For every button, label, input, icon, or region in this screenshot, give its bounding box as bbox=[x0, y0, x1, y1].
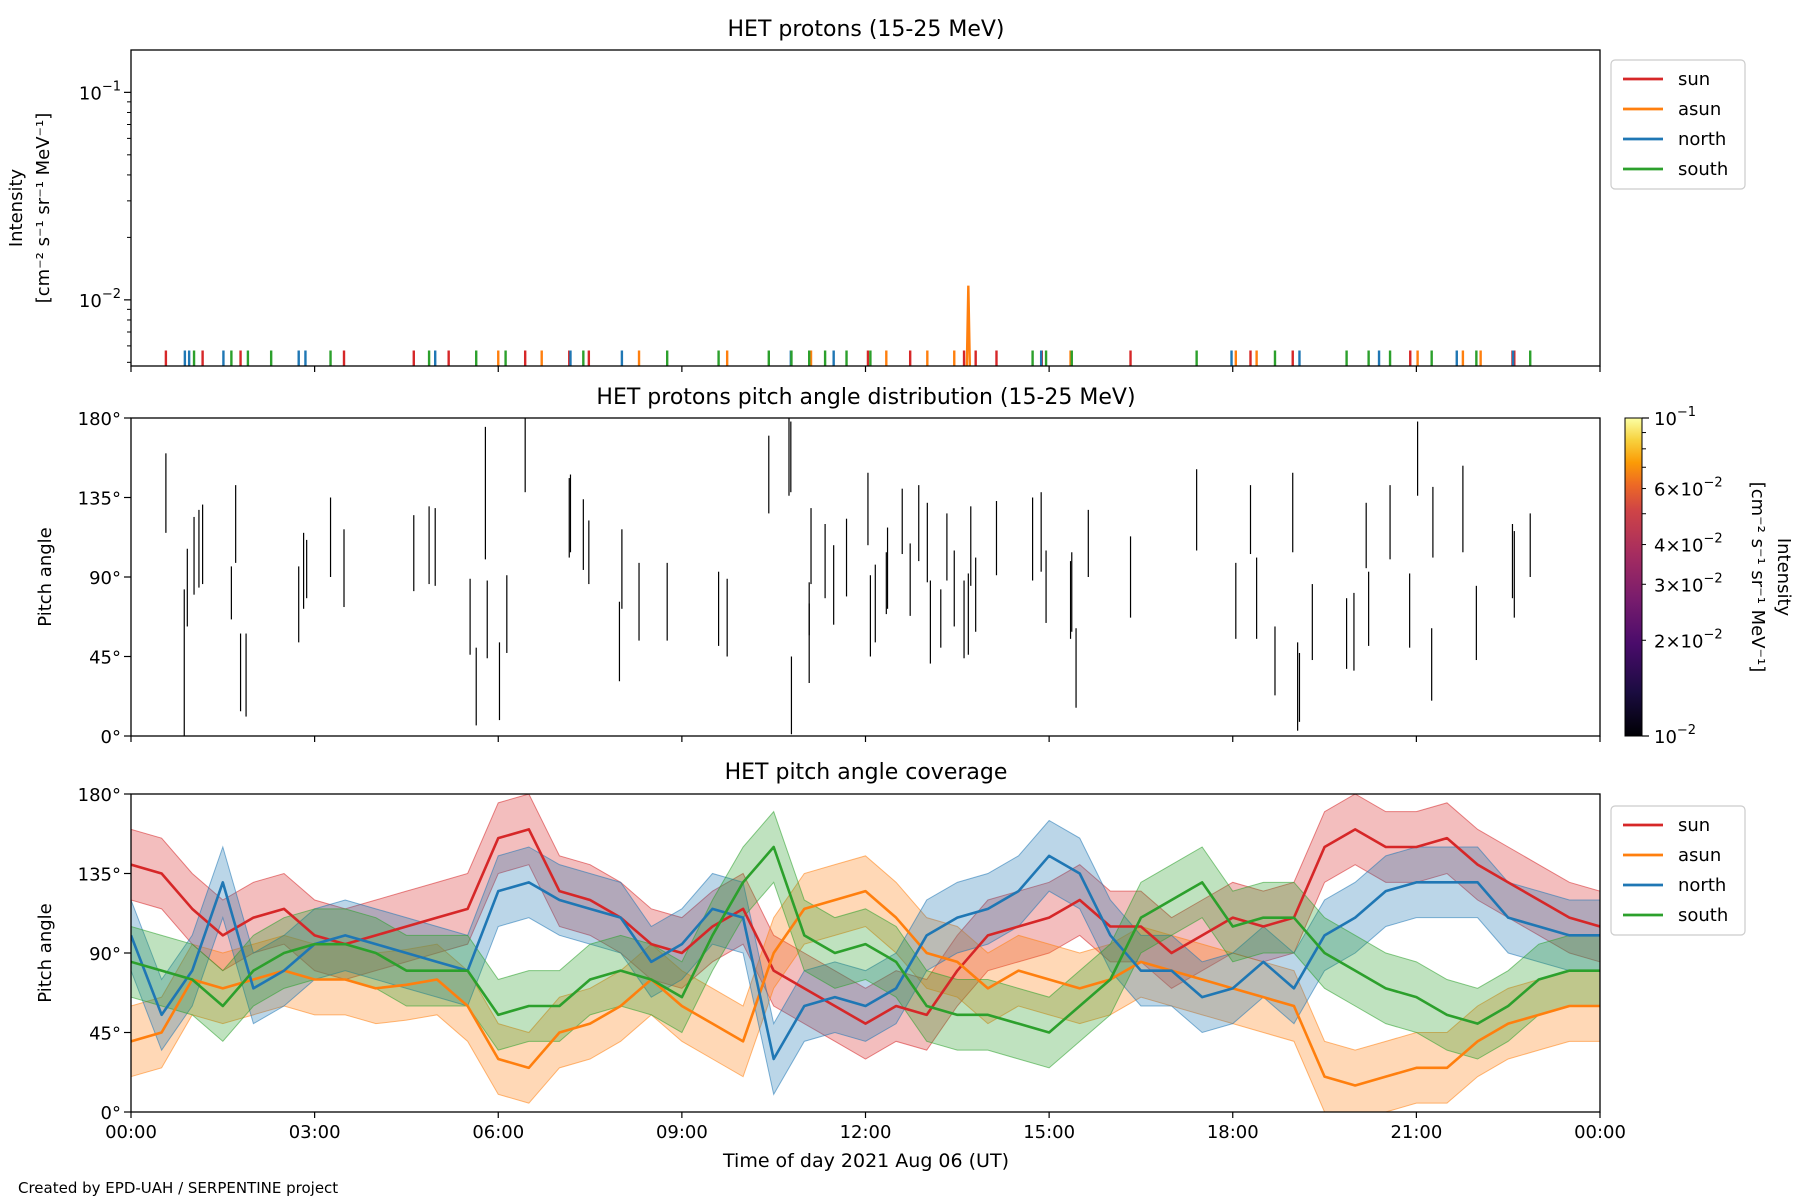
intensity-panel-marks bbox=[164, 285, 1532, 367]
intensity-y-label-line2: [cm⁻² s⁻¹ sr⁻¹ MeV⁻¹] bbox=[33, 113, 54, 304]
coverage-x-ticks: 00:00 03:00 06:00 09:00 12:00 15:00 18:00 21:00… bbox=[105, 1112, 1626, 1143]
north-legend-label: north bbox=[1678, 129, 1726, 150]
asun-legend-label: asun bbox=[1678, 99, 1721, 120]
coverage-legend: sun asun north south bbox=[1610, 805, 1746, 936]
south-legend-label: south bbox=[1678, 905, 1728, 926]
north-coverage-band bbox=[131, 819, 1600, 1096]
colorbar-tick-label: 10−1 bbox=[1654, 405, 1696, 430]
intensity-panel-frame bbox=[130, 49, 1601, 367]
colorbar-tick-label: 4×10−2 bbox=[1654, 532, 1723, 557]
pad-panel-frame bbox=[130, 417, 1601, 737]
colorbar-label-line1: Intensity bbox=[1773, 538, 1794, 617]
pad-y-tick-label: 45° bbox=[89, 648, 121, 669]
intensity-panel-title: HET protons (15-25 MeV) bbox=[728, 17, 1005, 42]
pitch-angle-distribution-panel: HET protons pitch angle distribution (15… bbox=[35, 385, 1794, 748]
sun-legend-label: sun bbox=[1678, 815, 1710, 836]
coverage-x-tick-label: 00:00 bbox=[105, 1122, 157, 1143]
coverage-x-tick-label: 18:00 bbox=[1207, 1122, 1259, 1143]
north-legend-label: north bbox=[1678, 875, 1726, 896]
coverage-x-tick-label: 09:00 bbox=[656, 1122, 708, 1143]
coverage-legend-box bbox=[1610, 805, 1746, 936]
pad-y-tick-label: 135° bbox=[78, 489, 121, 510]
asun-coverage-line bbox=[131, 889, 1600, 1087]
coverage-panel-marks bbox=[131, 794, 1600, 1112]
sun-coverage-line bbox=[131, 828, 1600, 1025]
pad-panel-marks bbox=[165, 418, 1531, 736]
south-coverage-line bbox=[131, 845, 1600, 1034]
coverage-y-tick-label: 180° bbox=[78, 785, 121, 806]
coverage-y-label: Pitch angle bbox=[35, 903, 56, 1002]
south-coverage-band bbox=[131, 810, 1600, 1069]
coverage-y-tick-label: 90° bbox=[89, 944, 121, 965]
coverage-x-tick-label: 06:00 bbox=[472, 1122, 524, 1143]
colorbar bbox=[1624, 417, 1643, 737]
colorbar-tick-label: 2×10−2 bbox=[1654, 627, 1723, 652]
coverage-x-tick-label: 21:00 bbox=[1390, 1122, 1442, 1143]
sun-legend-label: sun bbox=[1678, 69, 1710, 90]
intensity-y-tick-label: 10−2 bbox=[79, 287, 121, 312]
coverage-y-tick-label: 45° bbox=[89, 1024, 121, 1045]
asun-legend-label: asun bbox=[1678, 845, 1721, 866]
south-legend-label: south bbox=[1678, 159, 1728, 180]
pad-y-tick-label: 180° bbox=[78, 409, 121, 430]
colorbar-tick-label: 3×10−2 bbox=[1654, 571, 1723, 596]
coverage-y-ticks: 0° 45° 90° 135° 180° bbox=[78, 785, 131, 1124]
intensity-y-ticks: 10−1 10−2 bbox=[79, 79, 131, 363]
intensity-y-label-line1: Intensity bbox=[6, 168, 27, 247]
coverage-plot-area bbox=[131, 794, 1600, 1112]
intensity-y-tick-label: 10−1 bbox=[79, 79, 121, 104]
asun-intensity-peak bbox=[965, 285, 972, 367]
pad-y-ticks: 0° 45° 90° 135° 180° bbox=[78, 409, 131, 748]
colorbar-ticks: 10−1 10−2 6×10−2 4×10−2 3×10−2 2×10−2 bbox=[1642, 405, 1723, 748]
pad-x-ticks bbox=[130, 736, 1601, 742]
colorbar-tick-label: 6×10−2 bbox=[1654, 476, 1723, 501]
intensity-legend: sun asun north south bbox=[1610, 59, 1746, 190]
coverage-x-tick-label: 03:00 bbox=[289, 1122, 341, 1143]
coverage-y-tick-label: 135° bbox=[78, 865, 121, 886]
pad-y-label: Pitch angle bbox=[35, 527, 56, 626]
coverage-x-tick-label: 15:00 bbox=[1023, 1122, 1075, 1143]
north-coverage-line bbox=[131, 854, 1600, 1061]
coverage-x-tick-label: 00:00 bbox=[1574, 1122, 1626, 1143]
colorbar-tick-label: 10−2 bbox=[1654, 723, 1696, 748]
pad-panel-title: HET protons pitch angle distribution (15… bbox=[596, 385, 1135, 410]
pad-y-tick-label: 90° bbox=[89, 568, 121, 589]
colorbar-label-line2: [cm⁻² s⁻¹ sr⁻¹ MeV⁻¹] bbox=[1747, 482, 1768, 673]
intensity-panel: HET protons (15-25 MeV) 10−1 10−2 Intensi… bbox=[6, 17, 1746, 372]
pitch-angle-coverage-panel: HET pitch angle coverage 0° 45° 90° 135° 180… bbox=[35, 760, 1746, 1172]
intensity-x-ticks bbox=[130, 366, 1601, 372]
asun-coverage-band bbox=[131, 855, 1600, 1112]
footer-credit: Created by EPD-UAH / SERPENTINE project bbox=[18, 1179, 338, 1197]
coverage-y-tick-label: 0° bbox=[101, 1103, 121, 1124]
coverage-panel-title: HET pitch angle coverage bbox=[725, 760, 1008, 785]
pad-y-tick-label: 0° bbox=[101, 727, 121, 748]
intensity-legend-box bbox=[1610, 59, 1746, 190]
coverage-x-label: Time of day 2021 Aug 06 (UT) bbox=[722, 1150, 1009, 1172]
coverage-x-tick-label: 12:00 bbox=[840, 1122, 892, 1143]
